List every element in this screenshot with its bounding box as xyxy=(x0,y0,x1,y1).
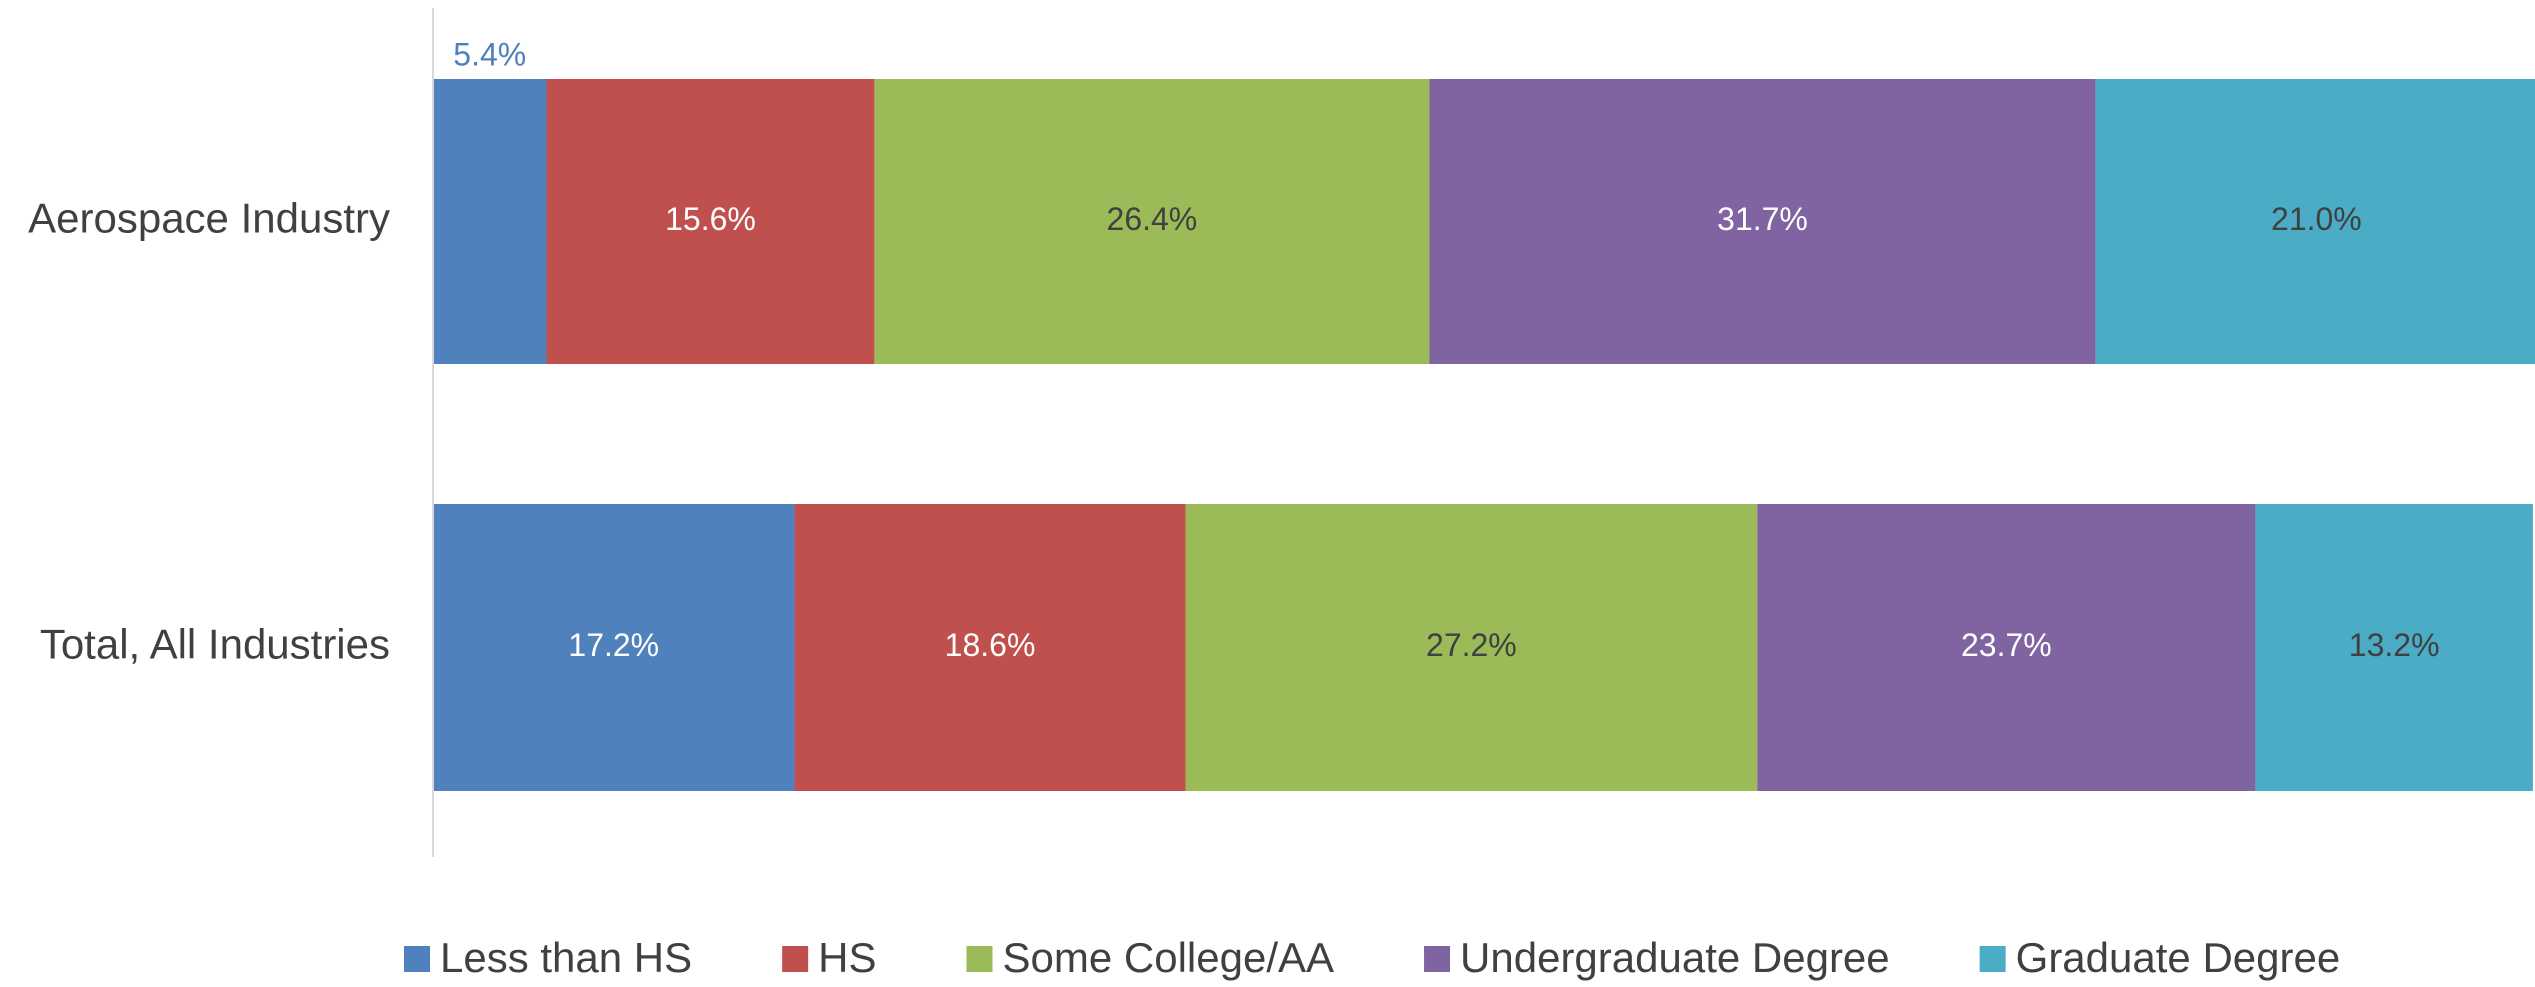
data-label: 21.0% xyxy=(2271,201,2362,237)
legend-label: Some College/AA xyxy=(1003,934,1335,981)
data-label: 31.7% xyxy=(1717,201,1808,237)
bar-segment xyxy=(874,79,1430,364)
legend-swatch xyxy=(966,946,993,972)
legend-label: Undergraduate Degree xyxy=(1460,934,1890,981)
data-label: 18.6% xyxy=(945,627,1036,663)
data-label: 23.7% xyxy=(1961,627,2052,663)
y-tick-label: Total, All Industries xyxy=(40,621,390,668)
bar-segment xyxy=(1757,504,2256,791)
data-label: 13.2% xyxy=(2349,627,2440,663)
legend-swatch xyxy=(1979,946,2006,972)
legend-swatch xyxy=(1424,946,1451,972)
legend-swatch xyxy=(404,946,430,972)
y-tick-label: Aerospace Industry xyxy=(28,195,390,242)
legend-label: HS xyxy=(818,934,876,981)
bar-segment xyxy=(433,79,547,364)
data-label: 26.4% xyxy=(1107,201,1198,237)
bar-segment xyxy=(433,504,795,791)
bar-segment xyxy=(546,79,875,364)
data-label: 27.2% xyxy=(1426,627,1517,663)
data-label: 5.4% xyxy=(453,36,526,72)
data-label: 15.6% xyxy=(665,201,756,237)
legend-label: Less than HS xyxy=(440,934,692,981)
bar-segment xyxy=(1429,79,2096,364)
data-label: 17.2% xyxy=(568,627,659,663)
legend-label: Graduate Degree xyxy=(2016,934,2341,981)
legend-swatch xyxy=(782,946,809,972)
bar-segment xyxy=(1185,504,1758,791)
bar-segment xyxy=(2255,504,2533,791)
bar-segment xyxy=(2095,79,2535,364)
bar-segment xyxy=(794,504,1186,791)
